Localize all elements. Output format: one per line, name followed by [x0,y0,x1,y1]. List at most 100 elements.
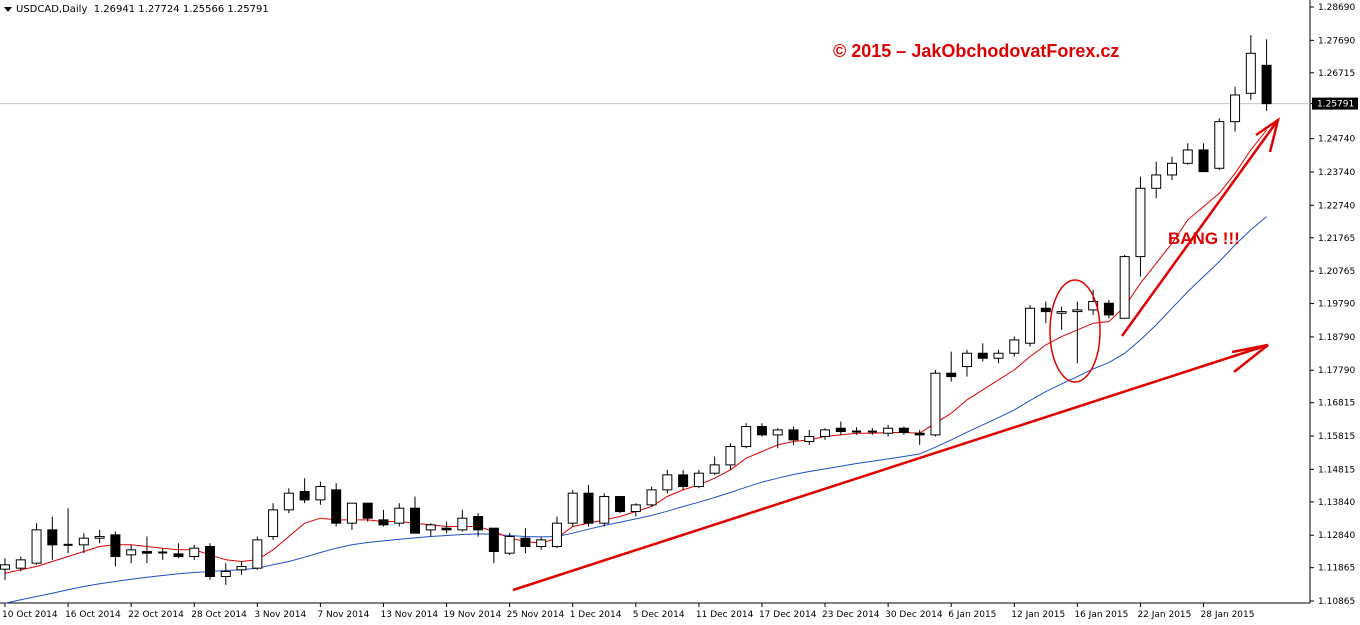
trend-arrow-head [1231,343,1269,373]
candle [1261,39,1272,111]
x-tick-label: 30 Dec 2014 [885,610,943,620]
y-tick-label: 1.21765 [1318,234,1355,244]
candle [646,486,657,507]
x-tick-label: 22 Jan 2015 [1137,610,1191,620]
candle [1103,299,1114,319]
x-tick-label: 16 Oct 2014 [65,610,121,620]
y-tick-label: 1.12840 [1318,531,1355,541]
candle-body [804,436,815,443]
candle [31,523,42,565]
candle [1009,336,1020,357]
candle-body [741,426,752,448]
candle [236,561,247,575]
candle [599,493,610,527]
candle-body [1072,309,1083,313]
annotations [512,117,1281,592]
candle [1214,118,1225,170]
candle-body [630,504,641,513]
candle-body [646,489,657,506]
candle-body [299,491,310,501]
candle-body [1040,307,1051,313]
candle [410,496,421,534]
candle-body [362,502,373,519]
candle-body [189,547,200,558]
x-tick-label: 6 Jan 2015 [948,610,996,620]
candle-body [504,536,515,554]
candle [946,351,957,382]
candle-body [930,372,941,436]
candle [741,423,752,449]
candle [205,543,216,580]
dropdown-arrow-icon[interactable] [4,6,12,12]
candle-body [1182,149,1193,164]
bang-arrow-line [1120,119,1280,337]
candle-body [756,426,767,436]
candle [615,496,626,514]
y-tick-label: 1.13840 [1318,498,1355,508]
candle-body [567,492,578,524]
x-tick-label: 3 Nov 2014 [254,610,306,620]
y-tick-label: 1.27690 [1318,36,1355,46]
candle-body [441,527,452,531]
candle [977,343,988,362]
candle [1088,289,1099,315]
low-value: 1.25566 [182,4,225,15]
candle [173,543,184,559]
y-tick-label: 1.26715 [1318,69,1355,79]
x-tick-label: 12 Jan 2015 [1011,610,1065,620]
candle-body [378,519,389,526]
x-tick-label: 28 Oct 2014 [191,610,247,620]
candle-body [788,429,799,441]
candle [1135,176,1146,277]
ma-slow-line [4,216,1267,604]
candle [820,428,831,440]
candle-body [410,507,421,534]
candle-body [551,522,562,548]
candle-body [772,429,783,436]
candle-body [662,474,673,491]
open-value: 1.26941 [93,4,136,15]
candle [583,484,594,527]
candle-body [425,524,436,531]
y-tick-label: 1.18790 [1318,333,1355,343]
candle-body [1056,311,1067,314]
high-value: 1.27724 [138,4,180,15]
candle [551,516,562,549]
candle-body [820,429,831,438]
x-tick-label: 13 Nov 2014 [380,610,438,620]
candle [1040,301,1051,324]
candle [693,469,704,489]
candle [993,349,1004,364]
candle-body [1151,174,1162,189]
candle-body [473,516,484,531]
candle [94,529,105,544]
candle [220,563,231,585]
candle-body [1009,339,1020,354]
candle-body [536,539,547,548]
candle [852,427,862,435]
candle [1119,254,1130,319]
candle [678,469,689,490]
candle [961,349,972,377]
y-tick-label: 1.14815 [1318,465,1355,475]
candle-body [898,427,909,434]
candle [1245,34,1256,100]
candle [441,521,452,534]
candle [15,556,26,572]
candle [725,443,736,470]
candle [378,509,389,527]
candle-body [315,486,326,501]
candle-body [252,539,263,569]
candle-body [47,529,58,546]
candle [457,509,468,532]
candle-body [520,537,531,548]
candle [1198,143,1209,173]
symbol-label: USDCAD,Daily [16,4,88,15]
y-tick-label: 1.10865 [1318,597,1355,607]
candle-body [1103,302,1114,316]
candle-body [488,527,499,553]
candle [520,528,531,554]
y-tick-label: 1.28690 [1318,3,1355,13]
candle-body [457,517,468,531]
